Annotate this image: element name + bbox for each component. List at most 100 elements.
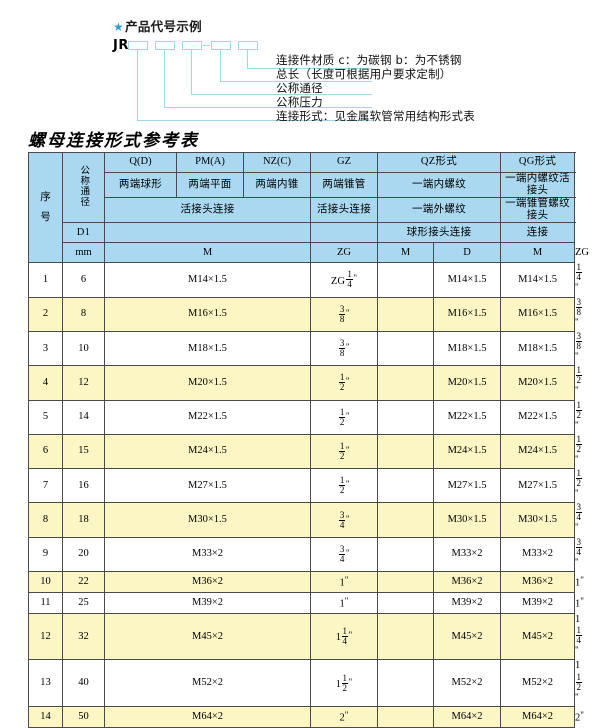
callout-connection-form: 连接形式：见金属软管常用结构形式表 (276, 109, 475, 123)
cell-qz-d: M22×1.5 (432, 399, 502, 435)
star-icon: ★ (113, 20, 125, 34)
header-row-2: 两端球形 两端平面 两端内锥 两端锥管 一端内螺纹 一端内螺纹活接头 (29, 171, 576, 199)
code-box-1 (128, 41, 148, 50)
cell-gz: 1 2 " (310, 468, 378, 504)
cell-qg-m: M20×1.5 (500, 365, 576, 401)
cell-seq: 11 (28, 592, 63, 615)
cell-seq: 1 (28, 262, 63, 298)
cell-seq: 7 (28, 468, 63, 504)
cell-qz-d: M45×2 (432, 613, 502, 661)
table-row: 14 50 M64×2 2" M64×2 M64×2 2" (28, 705, 584, 728)
cell-thread-m: M27×1.5 (104, 468, 311, 504)
product-code-diagram: ★产品代号示例 JR 连接件材质 c：为碳钢 b：为不锈钢 总长（长度可根据用户… (0, 0, 600, 125)
cell-thread-m: M20×1.5 (104, 365, 311, 401)
header-group-desc-2: 两端内锥 (243, 171, 311, 199)
table-row: 10 22 M36×2 1" M36×2 M36×2 1" (28, 571, 584, 594)
header-row5-cell-4: M (500, 242, 576, 264)
header-seq: 序 号 (28, 151, 63, 264)
cell-qz-d: M14×1.5 (432, 262, 502, 298)
leader-line-pressure-v (164, 50, 166, 108)
cell-qz-d: M20×1.5 (432, 365, 502, 401)
cell-thread-m: M52×2 (104, 659, 311, 707)
header-row3-cell-0: 活接头连接 (104, 197, 311, 224)
header-row3-cell-1: 活接头连接 (310, 197, 378, 224)
header-group-code-1: PM(A) (176, 152, 244, 173)
cell-qz-m (377, 705, 434, 728)
cell-qz-d: M16×1.5 (432, 296, 502, 332)
callout-total-length: 总长（长度可根据用户要求定制） (276, 67, 452, 81)
header-seq-bottom: 号 (40, 211, 51, 223)
header-group-code-2: NZ(C) (243, 152, 311, 173)
table-row: 4 12 M20×1.5 1 2 " M20×1.5 M20×1.5 1 2 " (28, 365, 583, 401)
cell-gz: 1 1 2 " (310, 659, 378, 707)
cell-qz-m (377, 613, 434, 661)
cell-nominal-diameter: 40 (62, 659, 105, 707)
cell-gz: 2" (310, 705, 378, 728)
cell-qz-d: M64×2 (432, 705, 502, 728)
code-prefix-label: JR (113, 38, 129, 53)
cell-qz-m (377, 502, 434, 538)
cell-nominal-diameter: 20 (62, 536, 105, 573)
cell-qg-m: M18×1.5 (500, 330, 576, 367)
table-row: 2 8 M16×1.5 3 8 " M16×1.5 M16×1.5 3 8 " (28, 296, 583, 332)
cell-seq: 3 (28, 330, 63, 367)
cell-thread-m: M14×1.5 (104, 262, 311, 298)
cell-qz-d: M30×1.5 (432, 502, 502, 538)
leader-line-material-h (247, 68, 372, 70)
cell-qz-m (377, 433, 434, 470)
header-row5-cell-1: ZG (310, 242, 378, 264)
cell-seq: 14 (28, 705, 63, 728)
cell-nominal-diameter: 10 (62, 330, 105, 367)
cell-nominal-diameter: 8 (62, 296, 105, 332)
cell-qz-d: M27×1.5 (432, 468, 502, 504)
cell-gz: 1" (310, 592, 378, 615)
table-header: 序 号 公称通径 Q(D) PM(A) NZ(C) GZ QZ形式 QG形式 两… (28, 151, 589, 264)
header-row-1: 序 号 公称通径 Q(D) PM(A) NZ(C) GZ QZ形式 QG形式 (28, 151, 576, 264)
cell-seq: 8 (28, 502, 63, 538)
header-row4-cell-2: 球形接头连接 (376, 222, 502, 244)
cell-seq: 5 (28, 399, 63, 435)
cell-qz-d: M36×2 (432, 571, 502, 594)
table-row: 3 10 M18×1.5 3 8 " M18×1.5 M18×1.5 3 8 " (28, 330, 583, 367)
cell-qz-m (377, 468, 434, 504)
cell-nominal-diameter: 18 (62, 502, 105, 538)
table-row: 7 16 M27×1.5 1 2 " M27×1.5 M27×1.5 1 2 " (28, 468, 583, 504)
cell-gz: 1" (310, 571, 378, 594)
cell-qz-d: M39×2 (432, 592, 502, 615)
code-box-3 (182, 41, 202, 50)
header-group-desc-4: 一端内螺纹 (376, 171, 502, 199)
header-row5-cell-3: D (432, 242, 502, 264)
cell-nominal-diameter: 32 (62, 613, 105, 661)
cell-thread-m: M30×1.5 (104, 502, 311, 538)
header-group-desc-1: 两端平面 (176, 171, 244, 199)
header-group-code-5: QG形式 (500, 152, 576, 173)
leader-line-material-v (247, 50, 249, 69)
code-box-4 (211, 41, 231, 50)
cell-qg-m: M64×2 (500, 705, 576, 728)
leader-line-length-v (220, 50, 222, 82)
cell-qg-m: M33×2 (500, 536, 576, 573)
callout-nominal-diameter: 公称通径 (276, 81, 323, 95)
table-row: 6 15 M24×1.5 1 2 " M24×1.5 M24×1.5 1 2 " (28, 433, 583, 470)
cell-gz: 3 8 " (310, 330, 378, 367)
cell-qz-d: M18×1.5 (432, 330, 502, 367)
header-row-4: D1 球形接头连接 连接 (29, 222, 576, 244)
table-row: 13 40 M52×2 1 1 2 " M52×2 M52×2 1 1 2 " (28, 659, 583, 707)
header-row-3: 活接头连接 活接头连接 一端外螺纹 一端锥管螺纹接头 (29, 197, 576, 224)
cell-seq: 9 (28, 536, 63, 573)
cell-qg-m: M16×1.5 (500, 296, 576, 332)
header-mm-label: mm (62, 242, 105, 264)
cell-gz: 1 1 4 " (310, 613, 378, 661)
cell-qz-m (377, 592, 434, 615)
cell-thread-m: M33×2 (104, 536, 311, 573)
header-group-code-3: GZ (310, 152, 378, 173)
cell-gz: 3 8 " (310, 296, 378, 332)
cell-gz: ZG 1 4 " (310, 262, 378, 298)
header-row3-cell-2: 一端外螺纹 (376, 197, 502, 224)
cell-nominal-diameter: 15 (62, 433, 105, 470)
code-box-5 (238, 41, 258, 50)
cell-seq: 10 (28, 571, 63, 594)
cell-qz-m (377, 365, 434, 401)
cell-qg-m: M22×1.5 (500, 399, 576, 435)
table-row: 5 14 M22×1.5 1 2 " M22×1.5 M22×1.5 1 2 " (28, 399, 583, 435)
